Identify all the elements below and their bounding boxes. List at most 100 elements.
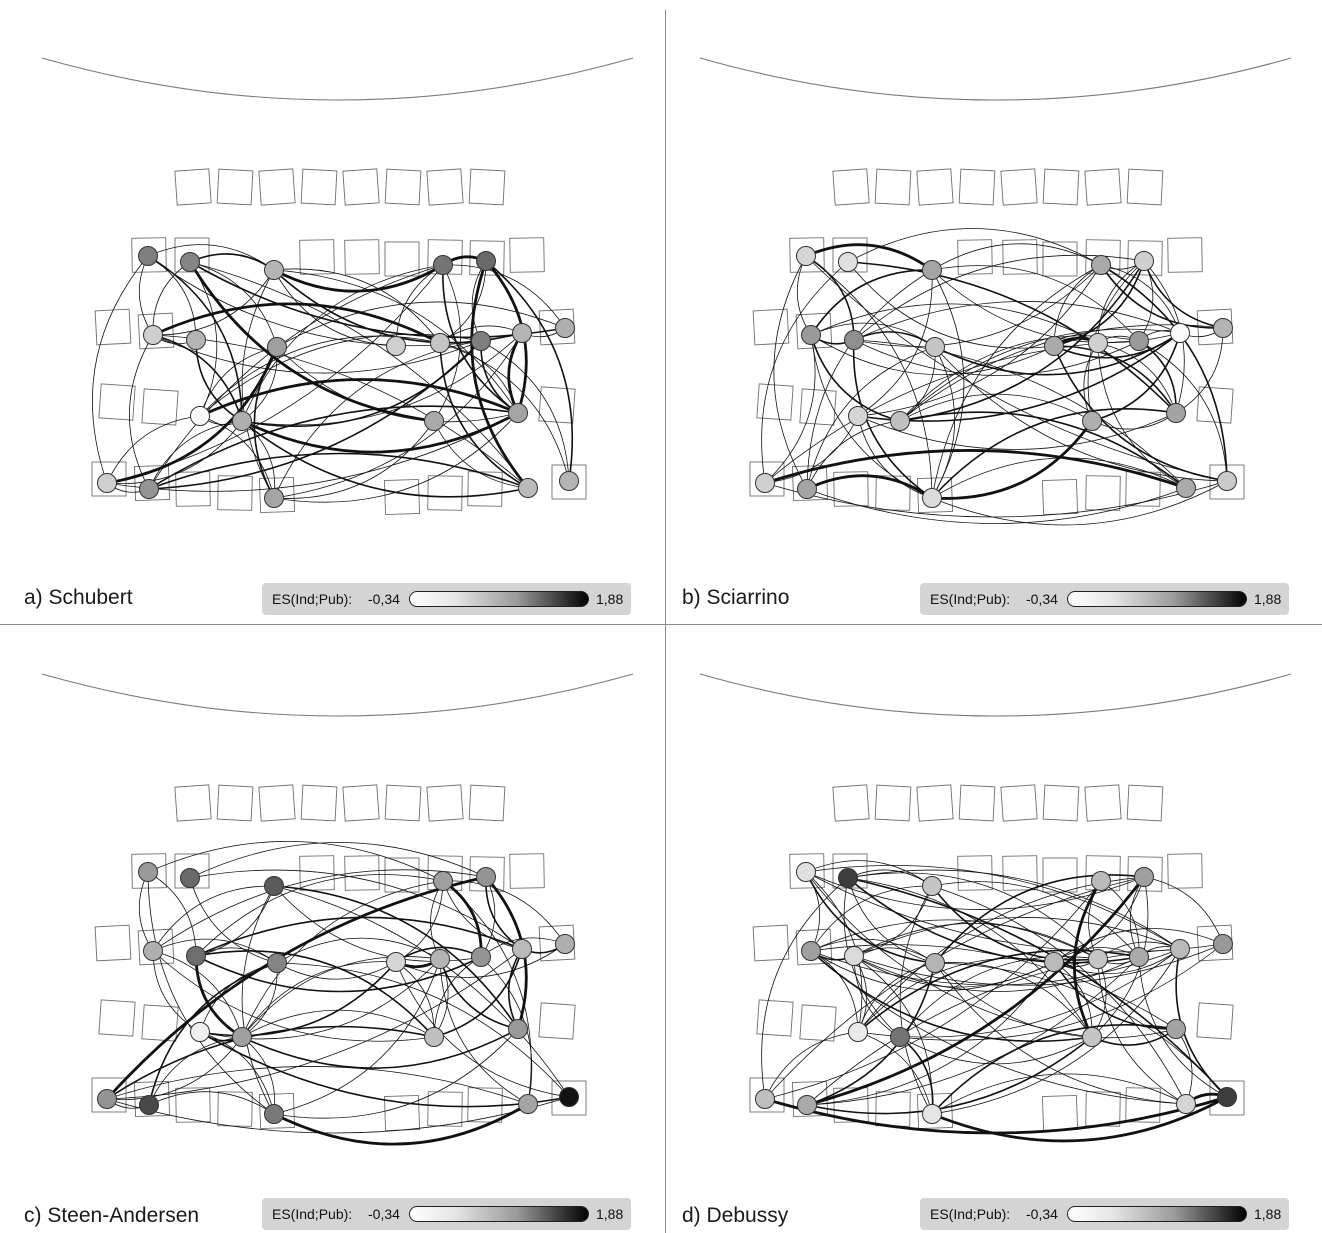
musician-node: [1129, 947, 1149, 967]
seat-square: [752, 924, 790, 962]
legend-max-value: 1,88: [596, 1206, 624, 1222]
musician-node: [232, 1027, 252, 1047]
musician-node: [143, 325, 163, 345]
seat-square: [174, 853, 210, 889]
connection-edge: [1053, 264, 1102, 347]
stage-arc: [699, 57, 1292, 101]
connection-edge: [806, 487, 1187, 524]
network-diagram: [699, 57, 1292, 526]
connection-edge: [189, 261, 529, 489]
musician-node: [848, 1022, 868, 1042]
musician-node: [755, 1089, 775, 1109]
connection-edge: [805, 255, 933, 499]
seat-square: [916, 168, 954, 206]
connection-edge: [857, 957, 1055, 1033]
connection-edge: [899, 1036, 1093, 1065]
connection-edge: [433, 264, 461, 422]
seat-square: [216, 168, 254, 206]
seat-square: [551, 1080, 587, 1116]
network-panel: b) Sciarrino ES(Ind;Pub): -0,34 1,88: [658, 0, 1319, 616]
connection-edge: [805, 860, 933, 887]
connection-edge: [806, 269, 933, 490]
seat-square: [174, 784, 212, 822]
musician-node: [433, 871, 453, 891]
musician-node: [508, 1019, 528, 1039]
connection-edge: [847, 872, 1099, 960]
musician-node: [1217, 471, 1237, 491]
connection-edge: [853, 301, 1181, 341]
seat-square: [98, 999, 136, 1037]
seat-square: [957, 239, 993, 275]
legend-max-value: 1,88: [1254, 1206, 1282, 1222]
connection-edge: [241, 885, 275, 1115]
connection-edge: [853, 885, 933, 957]
connection-edge: [148, 405, 519, 490]
connection-edge: [148, 452, 529, 490]
connection-edge: [806, 420, 901, 490]
musician-node: [1082, 411, 1102, 431]
connection-edge: [931, 480, 1228, 526]
connection-edge: [1053, 345, 1228, 482]
horizontal-divider: [0, 624, 1322, 625]
connection-edge: [899, 328, 1181, 422]
connection-edge: [806, 956, 1140, 1106]
connection-edge: [806, 876, 1146, 1107]
connection-edge: [152, 950, 243, 1038]
musician-node: [139, 479, 159, 499]
connection-edge: [1138, 956, 1228, 1098]
seat-square: [137, 312, 175, 350]
musician-node: [1176, 1094, 1196, 1114]
musician-node: [1091, 255, 1111, 275]
connection-edge: [148, 420, 243, 490]
connection-edge: [810, 885, 933, 952]
seat-square: [468, 784, 506, 822]
seat-square: [749, 461, 785, 497]
seat-square: [342, 168, 380, 206]
musician-node: [1044, 336, 1064, 356]
connection-edge: [853, 339, 1187, 489]
seat-square: [756, 383, 794, 421]
musician-node: [264, 1104, 284, 1124]
connection-edge: [199, 335, 441, 417]
connection-edge: [253, 346, 278, 499]
connection-edge: [273, 1102, 529, 1146]
musician-node: [1088, 333, 1108, 353]
seat-square: [1042, 784, 1080, 822]
connection-edge: [439, 958, 529, 1105]
musician-node: [386, 336, 406, 356]
connection-edge: [1091, 1028, 1177, 1046]
seat-square: [789, 853, 825, 889]
connection-edge: [147, 841, 444, 882]
seat-square: [175, 1087, 211, 1123]
connection-edge: [899, 260, 1145, 422]
connection-edge: [485, 260, 574, 482]
connection-edge: [1053, 260, 1145, 347]
musician-node: [139, 1095, 159, 1115]
connection-edge: [147, 871, 197, 957]
seat-square: [749, 1077, 785, 1113]
connection-edge: [195, 339, 243, 422]
connection-edge: [199, 962, 278, 1033]
musician-node: [925, 337, 945, 357]
connection-edge: [439, 342, 570, 482]
seat-square: [958, 784, 996, 822]
musician-node: [1044, 952, 1064, 972]
seat-square: [509, 853, 545, 889]
seat-square: [1196, 386, 1234, 424]
legend-label: ES(Ind;Pub):: [930, 591, 1011, 607]
connection-edge: [442, 879, 483, 958]
connection-edge: [241, 269, 275, 499]
legend-label: ES(Ind;Pub):: [930, 1206, 1011, 1222]
network-diagram: [699, 673, 1292, 1143]
seat-square: [799, 1004, 837, 1042]
musician-node: [844, 946, 864, 966]
connection-edge: [106, 1066, 529, 1105]
musician-node: [890, 1027, 910, 1047]
connection-edge: [805, 255, 855, 341]
connection-edge: [847, 869, 1181, 950]
colorscale-legend: ES(Ind;Pub): -0,34 1,88: [920, 1198, 1289, 1230]
musician-node: [138, 862, 158, 882]
connection-edge: [764, 334, 816, 484]
connection-edge: [1097, 342, 1187, 489]
connection-edge: [805, 865, 1181, 950]
